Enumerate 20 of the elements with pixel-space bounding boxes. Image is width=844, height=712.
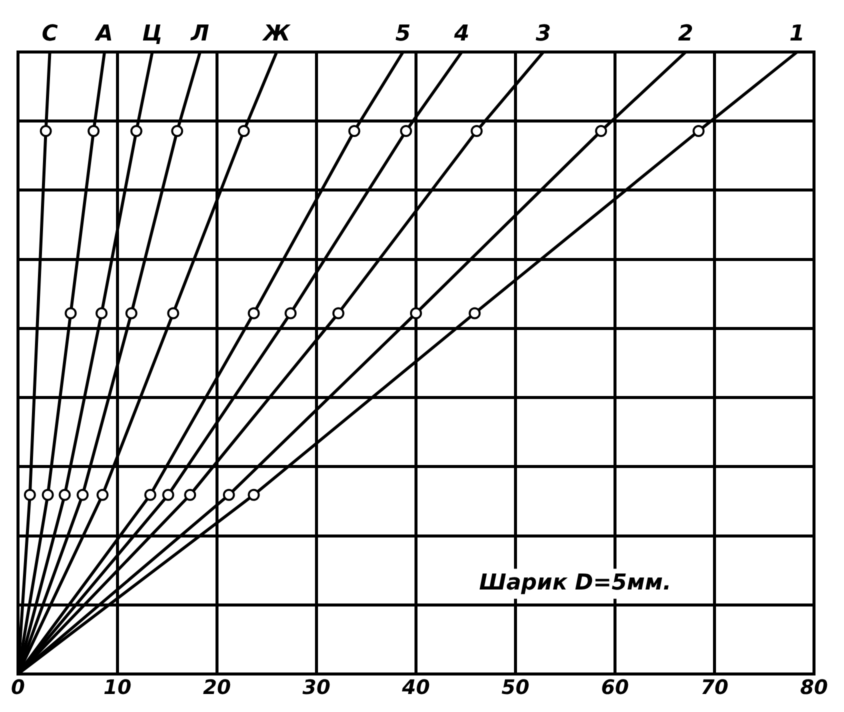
series-label: Ц xyxy=(142,22,162,47)
x-tick-label: 20 xyxy=(203,675,231,700)
series-label: 1 xyxy=(789,22,805,47)
x-tick-label: 30 xyxy=(302,675,330,700)
series-label: 3 xyxy=(536,22,551,47)
series-label: Л xyxy=(190,22,210,47)
x-tick-label: 50 xyxy=(502,675,530,700)
x-tick-label: 10 xyxy=(104,675,132,700)
series-label: А xyxy=(94,22,114,47)
series-label: 5 xyxy=(395,22,411,47)
x-tick-label: 80 xyxy=(800,675,828,700)
x-tick-label: 40 xyxy=(401,675,430,700)
series-label: С xyxy=(42,22,58,47)
x-tick-label: 0 xyxy=(10,675,25,700)
series-label: Ж xyxy=(261,22,292,47)
series-label: 4 xyxy=(453,22,470,47)
x-tick-label: 60 xyxy=(601,675,629,700)
series-label: 2 xyxy=(678,22,694,47)
annotation: Шарик D=5мм. xyxy=(479,570,672,596)
x-tick-label: 70 xyxy=(700,675,728,700)
